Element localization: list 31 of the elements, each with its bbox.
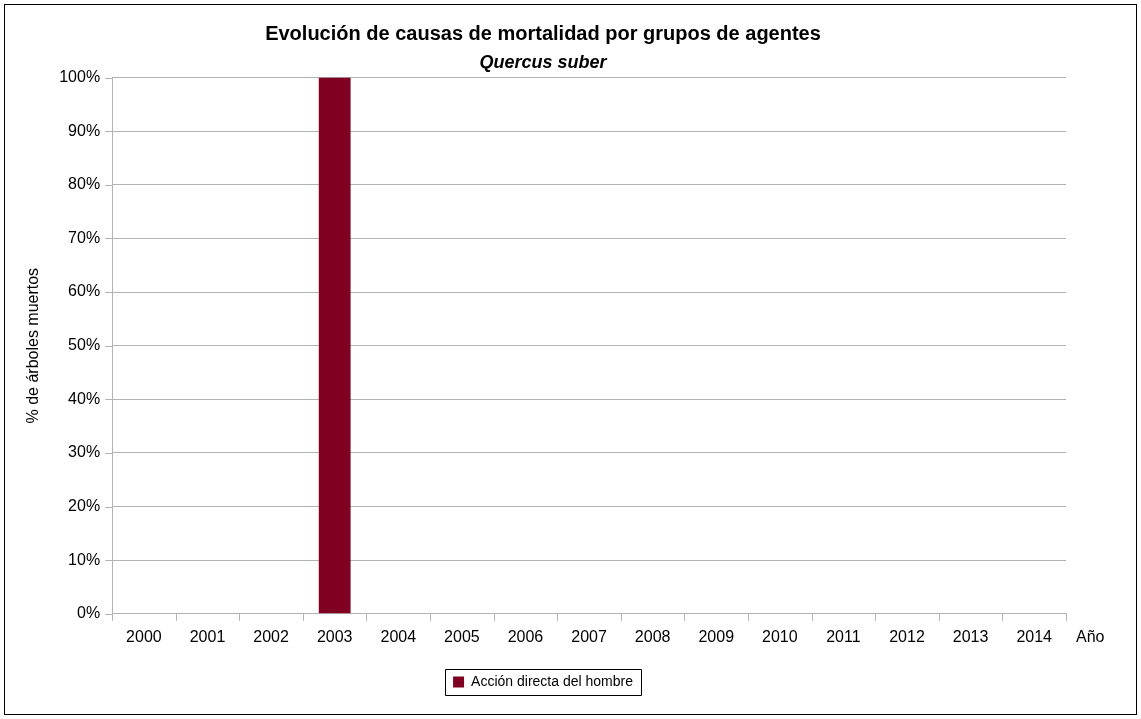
y-tick-label: 70% xyxy=(68,228,101,246)
x-tick-label: 2002 xyxy=(253,627,289,645)
y-tick-label: 40% xyxy=(68,389,101,407)
x-axis-title: Año xyxy=(1076,628,1105,646)
x-tick-label: 2013 xyxy=(952,627,989,645)
x-tick-label: 2009 xyxy=(698,627,735,645)
x-tick-label: 2001 xyxy=(189,627,226,645)
y-tick-label: 100% xyxy=(59,68,101,86)
x-tick-label: 2008 xyxy=(634,627,671,645)
y-tick-label: 90% xyxy=(68,121,101,139)
legend-label: Acción directa del hombre xyxy=(471,672,634,689)
x-tick-label: 2014 xyxy=(1016,627,1053,645)
chart-subtitle: Quercus suber xyxy=(479,51,608,72)
y-tick-label: 30% xyxy=(68,443,101,461)
x-tick-label: 2003 xyxy=(316,627,353,645)
x-tick-label: 2011 xyxy=(826,627,861,645)
y-tick-label: 60% xyxy=(68,282,101,300)
y-axis-title: % de árboles muertos xyxy=(24,267,42,424)
x-tick-label: 2007 xyxy=(571,627,607,645)
y-tick-label: 50% xyxy=(68,336,101,354)
x-tick-label: 2000 xyxy=(126,627,162,645)
y-tick-label: 20% xyxy=(68,496,101,514)
x-tick-label: 2005 xyxy=(444,627,480,645)
x-tick-label: 2006 xyxy=(507,627,544,645)
x-tick-label: 2012 xyxy=(889,627,925,645)
x-tick-label: 2004 xyxy=(380,627,417,645)
y-tick-label: 0% xyxy=(77,604,101,622)
chart-title: Evolución de causas de mortalidad por grupos de agentes xyxy=(265,21,821,44)
y-tick-label: 80% xyxy=(68,175,101,193)
x-tick-label: 2010 xyxy=(762,627,798,645)
y-tick-label: 10% xyxy=(68,550,101,568)
